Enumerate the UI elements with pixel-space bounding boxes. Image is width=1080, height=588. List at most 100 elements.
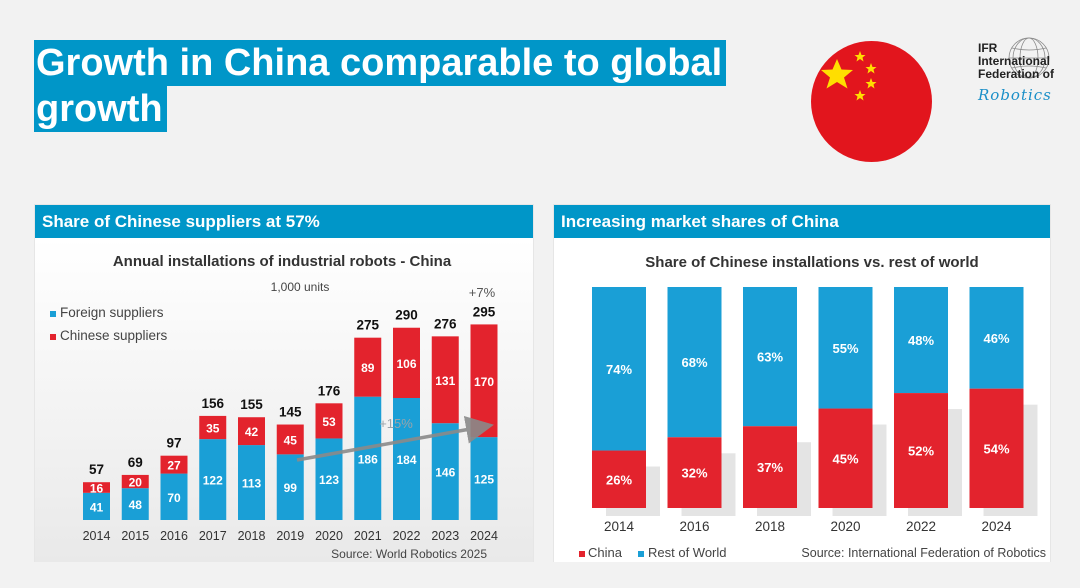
label-foreign-2014: 41: [90, 500, 104, 514]
label-foreign-2020: 123: [319, 473, 339, 487]
label-total-2022: 290: [395, 308, 418, 323]
label-china-2016: 32%: [681, 466, 707, 481]
label-foreign-2019: 99: [284, 481, 298, 495]
bar-chinese-2014: [83, 482, 110, 493]
x-tick-right-2024: 2024: [981, 519, 1012, 534]
bar-foreign-2022: [393, 398, 420, 520]
panel-title-right: Increasing market shares of China: [554, 205, 1050, 238]
globe-icon: [1008, 37, 1050, 79]
label-china-2014: 26%: [606, 472, 632, 487]
installations-chart: Annual installations of industrial robot…: [35, 238, 533, 562]
logo-robotics-script: Robotics: [978, 86, 1052, 104]
label-rest-2014: 74%: [606, 362, 632, 377]
panel-title-left: Share of Chinese suppliers at 57%: [35, 205, 533, 238]
label-rest-2020: 55%: [832, 341, 858, 356]
bar-china-2024: [969, 388, 1024, 508]
cagr-label: +15%: [379, 416, 413, 431]
bar-china-2022: [894, 393, 948, 508]
panel-market-shares: Increasing market shares of China Share …: [553, 204, 1051, 562]
label-foreign-2023: 146: [435, 466, 455, 480]
label-total-2020: 176: [318, 383, 341, 398]
label-china-2020: 45%: [832, 451, 858, 466]
bar-chinese-2021: [354, 337, 382, 397]
logo-line-ifr: IFR: [978, 41, 998, 55]
page-title-line1: Growth in China comparable to global: [34, 40, 727, 86]
label-total-2018: 155: [240, 397, 263, 412]
x-tick-right-2018: 2018: [755, 519, 785, 534]
bar-chinese-2015: [121, 474, 149, 489]
bar-china-2014: [592, 450, 646, 508]
x-tick-right-2014: 2014: [604, 519, 635, 534]
legend-swatch-chinese: [50, 334, 56, 340]
label-china-2024: 54%: [983, 441, 1009, 456]
label-total-2023: 276: [434, 316, 457, 331]
x-tick-2018: 2018: [238, 529, 266, 543]
bar-foreign-2014: [83, 492, 110, 520]
cagr-arrow: [296, 415, 494, 462]
bar-chinese-2017: [199, 415, 227, 440]
label-china-2018: 37%: [757, 460, 783, 475]
legend-label-rest: Rest of World: [648, 545, 727, 560]
x-tick-2019: 2019: [276, 529, 304, 543]
x-tick-2024: 2024: [470, 529, 498, 543]
x-tick-2020: 2020: [315, 529, 343, 543]
x-tick-2016: 2016: [160, 529, 188, 543]
legend-swatch-foreign: [50, 311, 56, 317]
label-chinese-2021: 89: [361, 361, 375, 375]
label-total-2017: 156: [201, 396, 224, 411]
x-tick-right-2020: 2020: [830, 519, 860, 534]
label-chinese-2018: 42: [245, 425, 259, 439]
label-total-2016: 97: [166, 436, 181, 451]
share-chart: Share of Chinese installations vs. rest …: [554, 238, 1050, 562]
label-foreign-2015: 48: [129, 498, 143, 512]
label-chinese-2023: 131: [435, 374, 455, 388]
bar-foreign-2019: [276, 454, 304, 520]
legend-swatch-rest: [638, 551, 644, 557]
x-tick-2023: 2023: [431, 529, 459, 543]
label-rest-2022: 48%: [908, 333, 934, 348]
x-tick-right-2016: 2016: [679, 519, 709, 534]
chart-title: Annual installations of industrial robot…: [113, 253, 452, 270]
label-total-2019: 145: [279, 405, 302, 420]
legend-label-foreign: Foreign suppliers: [60, 305, 164, 320]
label-chinese-2015: 20: [129, 476, 143, 490]
bar-rest-2024: [969, 287, 1024, 389]
bar-chinese-2023: [431, 336, 459, 424]
bar-rest-2020: [818, 287, 873, 409]
chart-title-right: Share of Chinese installations vs. rest …: [645, 254, 978, 271]
label-chinese-2020: 53: [322, 415, 336, 429]
x-tick-2021: 2021: [354, 529, 382, 543]
label-total-2015: 69: [128, 455, 143, 470]
label-chinese-2024: 170: [474, 375, 494, 389]
label-chinese-2016: 27: [167, 459, 181, 473]
label-total-2024: 295: [473, 304, 496, 319]
bar-foreign-2018: [238, 445, 265, 520]
bar-rest-2022: [894, 287, 948, 394]
label-foreign-2018: 113: [242, 477, 262, 491]
x-tick-2015: 2015: [121, 529, 149, 543]
logo-line-international: International: [978, 54, 1051, 68]
bar-rest-2018: [743, 287, 797, 427]
label-chinese-2014: 16: [90, 482, 104, 496]
bar-chinese-2016: [160, 455, 188, 474]
bar-china-2018: [743, 426, 797, 508]
x-tick-2017: 2017: [199, 529, 227, 543]
chart-subtitle: 1,000 units: [271, 280, 330, 294]
logo-text: IFR International Federation of: [978, 42, 1054, 81]
bar-chinese-2022: [393, 327, 420, 399]
panel-chinese-suppliers: Share of Chinese suppliers at 57% Annual…: [34, 204, 534, 562]
china-flag-icon: [811, 41, 932, 162]
label-china-2022: 52%: [908, 444, 934, 459]
bar-chinese-2018: [238, 417, 265, 446]
bar-chinese-2019: [276, 424, 304, 455]
label-foreign-2021: 186: [358, 452, 378, 466]
x-tick-2022: 2022: [393, 529, 421, 543]
growth-label-2024: +7%: [469, 285, 496, 300]
bar-china-2016: [667, 437, 722, 508]
label-total-2014: 57: [89, 462, 104, 477]
source-left: Source: World Robotics 2025: [331, 547, 487, 561]
source-right: Source: International Federation of Robo…: [801, 546, 1046, 560]
bar-foreign-2017: [199, 439, 227, 520]
bar-foreign-2024: [470, 437, 498, 520]
ifr-logo: IFR International Federation of Robotics: [976, 36, 1080, 108]
